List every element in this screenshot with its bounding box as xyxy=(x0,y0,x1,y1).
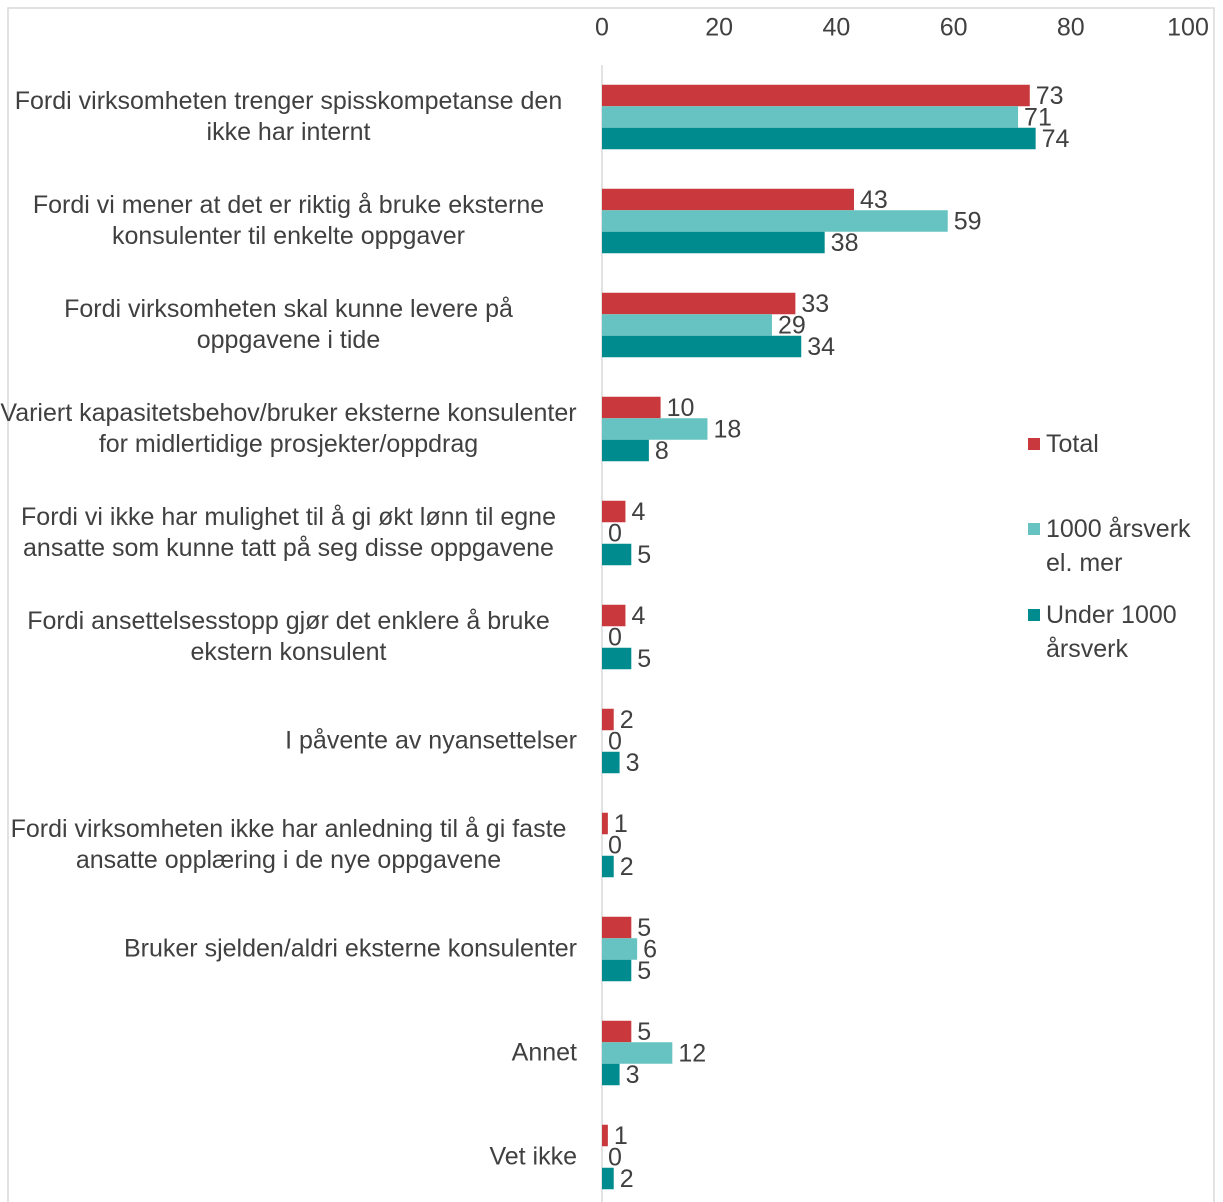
legend-label: Total xyxy=(1046,430,1099,458)
value-label: 33 xyxy=(801,290,829,318)
bar xyxy=(602,231,825,254)
value-label: 0 xyxy=(608,728,622,756)
legend-item: Total xyxy=(1028,427,1218,461)
bar xyxy=(602,1124,608,1147)
value-label: 3 xyxy=(626,1061,640,1089)
bar xyxy=(602,1063,620,1086)
legend-label: Under 1000 årsverk xyxy=(1046,601,1177,663)
value-label: 2 xyxy=(620,853,634,881)
bar xyxy=(602,1167,614,1190)
category-label: Fordi virksomheten trenger spisskompetan… xyxy=(14,87,563,146)
bar xyxy=(602,751,620,774)
category-label: Fordi virksomheten ikke har anledning ti… xyxy=(10,815,567,874)
bar xyxy=(602,543,632,566)
bar xyxy=(602,708,614,731)
value-label: 8 xyxy=(655,437,669,465)
value-label: 0 xyxy=(608,624,622,652)
bar xyxy=(602,855,614,878)
bar xyxy=(602,604,626,627)
bar xyxy=(602,1042,673,1064)
bar xyxy=(602,500,626,523)
bar xyxy=(602,916,632,939)
legend-swatch xyxy=(1028,438,1040,450)
x-tick-label: 40 xyxy=(822,14,850,42)
x-tick-label: 80 xyxy=(1057,14,1085,42)
bar xyxy=(602,959,632,982)
x-tick-label: 0 xyxy=(595,14,609,42)
value-label: 0 xyxy=(608,1144,622,1172)
value-label: 71 xyxy=(1024,104,1052,132)
bar xyxy=(602,396,661,419)
bar xyxy=(602,84,1030,107)
value-label: 59 xyxy=(954,208,982,236)
bar xyxy=(602,188,854,211)
x-tick-label: 20 xyxy=(705,14,733,42)
value-label: 0 xyxy=(608,832,622,860)
category-label: Variert kapasitetsbehov/bruker eksterne … xyxy=(0,399,577,458)
bar xyxy=(602,127,1036,150)
bar xyxy=(602,106,1019,128)
bar xyxy=(602,314,772,336)
value-label: 43 xyxy=(860,186,888,214)
value-label: 2 xyxy=(620,1165,634,1193)
bar xyxy=(602,418,708,440)
category-label: Bruker sjelden/aldri eksterne konsulente… xyxy=(123,934,577,963)
value-label: 29 xyxy=(778,312,806,340)
value-label: 3 xyxy=(626,749,640,777)
value-label: 6 xyxy=(643,936,657,964)
value-label: 2 xyxy=(620,706,634,734)
category-label: Fordi vi mener at det er riktig å bruke … xyxy=(32,191,545,250)
value-label: 5 xyxy=(637,645,651,673)
legend-item: 1000 årsverk el. mer xyxy=(1028,512,1218,580)
bar xyxy=(602,439,649,462)
bar xyxy=(602,210,948,232)
category-label: Fordi virksomheten skal kunne levere på … xyxy=(64,295,513,354)
bar xyxy=(602,647,632,670)
bar xyxy=(602,335,802,358)
category-label: Vet ikke xyxy=(489,1142,577,1171)
x-tick-label: 60 xyxy=(940,14,968,42)
value-label: 0 xyxy=(608,520,622,548)
value-label: 5 xyxy=(637,1018,651,1046)
category-label: Fordi ansettelsesstopp gjør det enklere … xyxy=(27,607,550,666)
bar xyxy=(602,938,638,960)
bar xyxy=(602,812,608,835)
value-label: 1 xyxy=(614,1122,628,1150)
category-label: Fordi vi ikke har mulighet til å gi økt … xyxy=(21,503,556,562)
legend-item: Under 1000 årsverk xyxy=(1028,598,1218,666)
value-label: 74 xyxy=(1042,125,1070,153)
value-label: 34 xyxy=(807,333,835,361)
legend-swatch xyxy=(1028,609,1040,621)
value-label: 5 xyxy=(637,914,651,942)
value-label: 10 xyxy=(667,394,695,422)
legend-swatch xyxy=(1028,523,1040,535)
value-label: 18 xyxy=(713,416,741,444)
value-label: 5 xyxy=(637,957,651,985)
legend-label: 1000 årsverk el. mer xyxy=(1046,515,1191,577)
bar xyxy=(602,292,796,315)
value-label: 38 xyxy=(831,229,859,257)
x-tick-label: 100 xyxy=(1167,14,1209,42)
value-label: 73 xyxy=(1036,82,1064,110)
value-label: 4 xyxy=(631,602,645,630)
category-label: Annet xyxy=(511,1038,577,1067)
category-label: I påvente av nyansettelser xyxy=(285,726,577,755)
bar xyxy=(602,1020,632,1043)
value-label: 5 xyxy=(637,541,651,569)
chart-border xyxy=(7,7,1215,1202)
value-label: 4 xyxy=(631,498,645,526)
value-label: 12 xyxy=(678,1040,706,1068)
value-label: 1 xyxy=(614,810,628,838)
